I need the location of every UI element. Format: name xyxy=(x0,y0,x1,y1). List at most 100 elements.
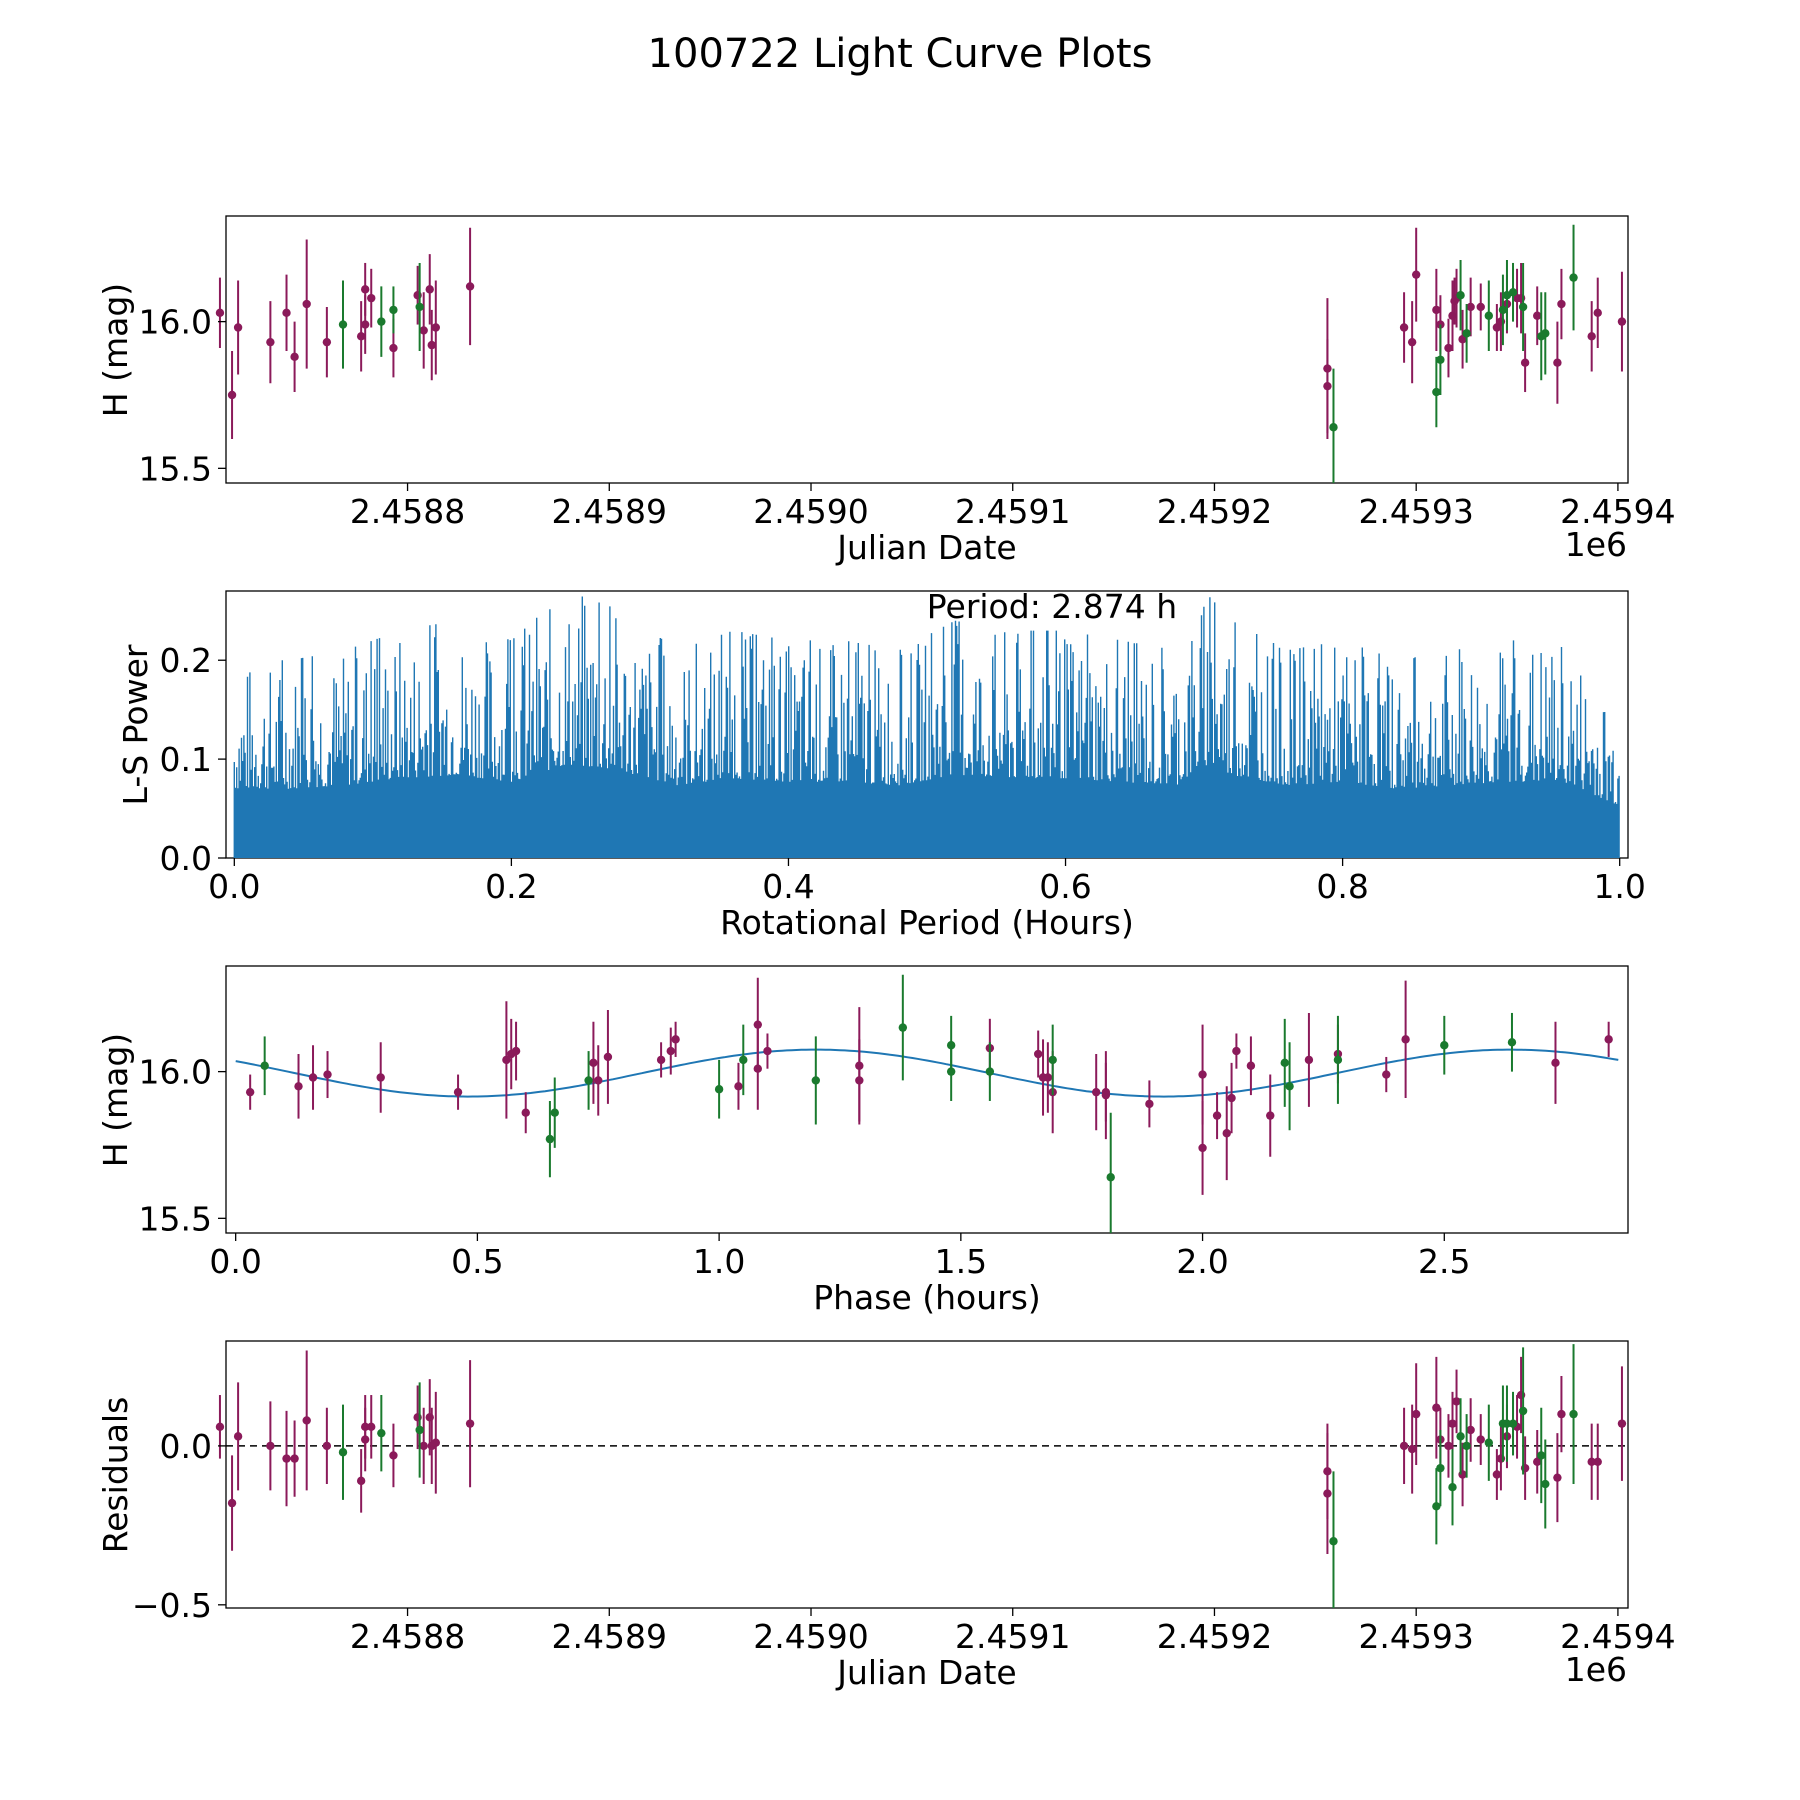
data-point xyxy=(1436,1463,1445,1473)
data-point xyxy=(233,1432,243,1441)
fit-curve xyxy=(235,1048,1619,1098)
data-point xyxy=(1557,1409,1566,1419)
y-tick-label: 16.0 xyxy=(139,1053,212,1092)
data-point xyxy=(367,293,376,303)
data-point xyxy=(389,343,398,353)
data-point xyxy=(1444,343,1453,353)
y-tick-label: 0.0 xyxy=(160,839,212,878)
data-point xyxy=(1604,1035,1613,1044)
data-point xyxy=(1569,1409,1578,1419)
data-point xyxy=(453,1087,463,1097)
data-point xyxy=(603,1052,613,1062)
data-point xyxy=(1304,1055,1314,1065)
data-point xyxy=(1537,1451,1546,1460)
data-point xyxy=(377,1428,386,1438)
x-tick-label: 2.4588 xyxy=(350,492,465,531)
data-point xyxy=(511,1046,521,1056)
x-tick-label: 2.4592 xyxy=(1157,492,1272,531)
x-tick-label: 0.6 xyxy=(1039,867,1091,906)
data-point xyxy=(294,1082,303,1091)
data-point xyxy=(545,1134,555,1144)
x-tick-label: 2.4589 xyxy=(552,1617,667,1656)
data-point xyxy=(1533,311,1542,320)
data-point xyxy=(1452,1397,1461,1406)
residuals-plot-area xyxy=(215,1344,1628,1608)
data-point xyxy=(985,1067,995,1076)
period-annotation: Period: 2.874 h xyxy=(927,587,1177,626)
data-point xyxy=(1508,288,1518,297)
data-point xyxy=(367,1422,376,1432)
data-point xyxy=(425,285,434,294)
x-tick-label: 0.5 xyxy=(451,1242,503,1281)
data-point xyxy=(1432,1502,1441,1511)
residuals-ticks: 2.4588 2.4589 2.4590 2.4591 2.4592 2.4593 2.45… xyxy=(132,1427,1676,1656)
data-point xyxy=(1285,1082,1294,1091)
data-point xyxy=(656,1055,666,1065)
data-point xyxy=(1329,423,1338,432)
data-point xyxy=(594,1076,603,1085)
data-point xyxy=(1569,273,1578,282)
data-point xyxy=(323,1070,332,1079)
x-tick-label: 0.0 xyxy=(208,867,260,906)
data-point xyxy=(1280,1058,1289,1068)
data-point xyxy=(290,352,299,362)
data-point xyxy=(356,1476,366,1486)
data-point xyxy=(419,326,428,335)
data-point xyxy=(1617,1419,1627,1428)
data-point xyxy=(1399,323,1409,332)
x-tick-label: 0.0 xyxy=(209,1242,261,1281)
data-point xyxy=(1048,1055,1057,1065)
light-curve-ylabel: H (mag) xyxy=(96,283,135,417)
data-point xyxy=(1557,299,1566,309)
light-curve-panel: 2.4588 2.4589 2.4590 2.4591 2.4592 2.4593 2.45… xyxy=(96,215,1676,567)
data-point xyxy=(1553,358,1562,367)
phased-curve-axes xyxy=(225,965,1629,1234)
data-point xyxy=(1533,1457,1542,1466)
data-point xyxy=(377,317,386,326)
data-point xyxy=(322,337,332,347)
data-point xyxy=(714,1085,724,1094)
y-tick-label: 16.0 xyxy=(139,303,212,342)
data-point xyxy=(227,1498,237,1508)
data-point xyxy=(550,1108,559,1117)
x-tick-label: 0.2 xyxy=(485,867,537,906)
data-point xyxy=(946,1067,956,1076)
data-point xyxy=(1450,296,1459,306)
data-point xyxy=(1411,270,1421,279)
x-tick-label: 2.4591 xyxy=(955,1617,1070,1656)
data-point xyxy=(1323,381,1332,391)
data-point xyxy=(763,1046,772,1056)
data-point xyxy=(322,1441,332,1451)
data-point xyxy=(308,1073,318,1082)
data-point xyxy=(1456,291,1465,300)
data-point xyxy=(282,1454,291,1463)
data-point xyxy=(1553,1473,1562,1482)
data-point xyxy=(1593,308,1602,318)
data-point xyxy=(1520,358,1530,367)
x-tick-label: 2.4590 xyxy=(753,1617,868,1656)
data-point xyxy=(589,1058,598,1068)
data-point xyxy=(1551,1058,1560,1068)
data-point xyxy=(521,1108,530,1117)
data-point xyxy=(419,1441,428,1451)
y-tick-label: 15.5 xyxy=(139,449,212,488)
data-point xyxy=(389,1451,398,1460)
data-point xyxy=(1198,1070,1207,1079)
data-point xyxy=(290,1454,299,1463)
data-point xyxy=(1323,1489,1332,1498)
data-point xyxy=(1476,1435,1485,1444)
phased-curve-ylabel: H (mag) xyxy=(96,1033,135,1167)
data-point xyxy=(1484,311,1494,320)
data-point xyxy=(502,1055,511,1065)
phased-curve-panel: 0.0 0.5 1.0 1.5 2.0 2.5 15.5 16.0 Phase (hours)… xyxy=(96,965,1629,1317)
data-point xyxy=(1507,1038,1517,1047)
data-point xyxy=(1043,1073,1053,1082)
data-point xyxy=(1227,1093,1236,1103)
x-tick-label: 1.0 xyxy=(1593,867,1645,906)
y-tick-label: 0.1 xyxy=(160,740,212,779)
data-point xyxy=(376,1073,385,1082)
data-point xyxy=(1476,302,1485,312)
data-point xyxy=(1518,1406,1528,1416)
x-tick-label: 0.4 xyxy=(762,867,814,906)
data-point xyxy=(215,308,225,318)
